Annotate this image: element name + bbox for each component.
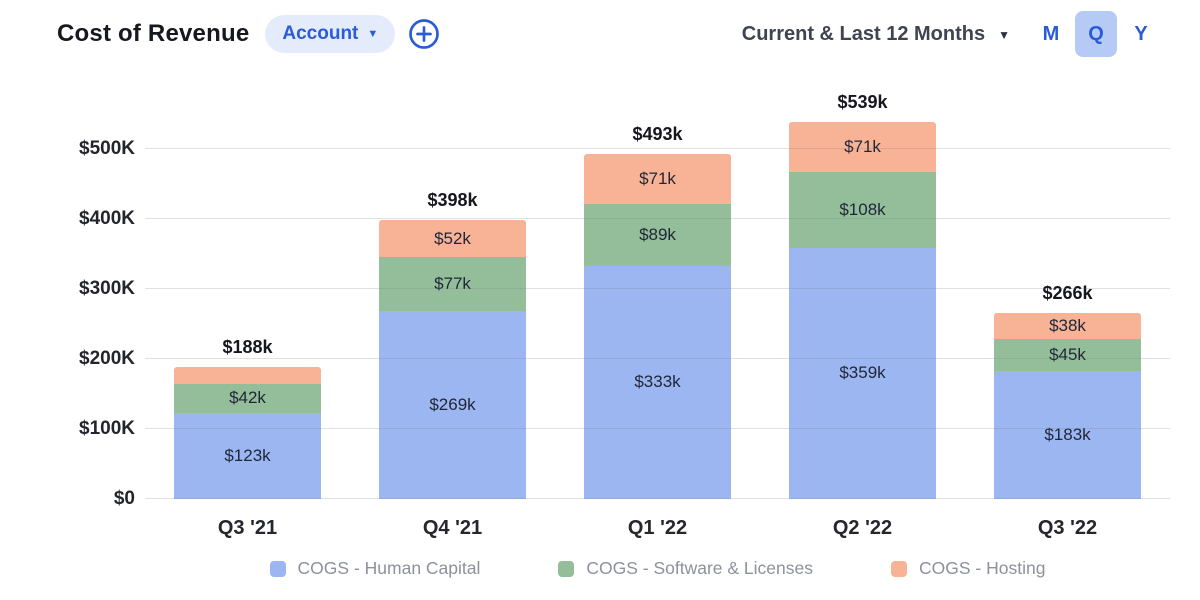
segment-value-label: $123k [224,445,271,465]
page-title: Cost of Revenue [57,20,250,47]
bar-segment[interactable]: $123k [174,412,321,499]
bar-segment[interactable]: $333k [584,265,731,499]
bar-q3-22: $183k $45k $38k $266k [994,283,1141,499]
legend-swatch-icon [269,560,286,577]
segment-value-label: $52k [434,228,471,248]
period-toggle-q[interactable]: Q [1075,11,1117,57]
segment-value-label: $108k [839,199,886,219]
bar-total-label: $398k [427,190,478,211]
segment-value-label: $77k [434,273,471,293]
date-range-label: Current & Last 12 Months [741,22,986,45]
segment-value-label: $333k [634,372,681,392]
chart-legend: COGS - Human Capital COGS - Software & Li… [145,558,1170,579]
add-button[interactable] [408,18,440,50]
segment-value-label: $71k [844,137,881,157]
y-axis-label: $100K [79,418,135,439]
legend-label: COGS - Human Capital [297,558,481,578]
chevron-down-icon: ▼ [367,27,379,40]
legend-label: COGS - Software & Licenses [586,558,814,578]
legend-swatch-icon [891,560,908,577]
period-toggle-y[interactable]: Y [1120,11,1162,57]
x-axis-label: Q3 '22 [1037,517,1098,539]
y-axis-label: $300K [79,278,135,299]
legend-item[interactable]: COGS - Hosting [891,558,1045,579]
y-axis-label: $200K [79,348,135,369]
segment-value-label: $269k [429,394,476,414]
period-toggle-m[interactable]: M [1030,11,1072,57]
bar-segment[interactable]: $71k [789,122,936,173]
segment-value-label: $183k [1044,424,1091,444]
bar-segment[interactable]: $71k [584,153,731,204]
bar-q3-21: $123k $42k $188k [174,337,321,499]
bar-q1-22: $333k $89k $71k $493k [584,124,731,499]
y-axis: $0 $100K $200K $300K $400K $500K [0,119,135,509]
bar-q2-22: $359k $108k $71k $539k [789,92,936,499]
bar-segment[interactable]: $108k [789,172,936,248]
bar-segment[interactable]: $183k [994,370,1141,499]
bar-segment[interactable]: $42k [174,383,321,413]
bar-segment[interactable]: $77k [379,256,526,311]
chevron-down-icon: ▼ [998,28,1010,42]
y-axis-label: $400K [79,208,135,229]
legend-swatch-icon [558,560,575,577]
bar-segment[interactable]: $269k [379,310,526,499]
gridline [145,148,1170,149]
bar-segment[interactable]: $38k [994,312,1141,340]
stacked-bar-chart: $123k $42k $188k Q3 '21 $269k $77k $52k $398k Q4… [145,92,1170,539]
bar-segment[interactable]: $45k [994,339,1141,371]
bar-total-label: $493k [632,123,683,144]
account-selector-label: Account [282,23,359,44]
bar-segment[interactable]: $52k [379,220,526,257]
x-axis-label: Q4 '21 [422,517,483,539]
bar-segment[interactable]: $359k [789,247,936,499]
segment-value-label: $42k [229,388,266,408]
plus-circle-icon [409,19,440,49]
bar-total-label: $539k [837,92,888,113]
x-axis-label: Q2 '22 [832,517,893,539]
widget-header: Cost of Revenue Account ▼ Current & Last… [57,11,1162,57]
segment-value-label: $38k [1049,316,1086,336]
legend-label: COGS - Hosting [919,558,1046,578]
legend-item[interactable]: COGS - Human Capital [269,558,481,579]
bar-q4-21: $269k $77k $52k $398k [379,190,526,499]
bar-segment[interactable] [174,367,321,384]
bar-total-label: $266k [1042,282,1093,303]
bar-segment[interactable]: $89k [584,203,731,266]
legend-item[interactable]: COGS - Software & Licenses [558,558,813,579]
segment-value-label: $45k [1049,345,1086,365]
segment-value-label: $71k [639,168,676,188]
segment-value-label: $359k [839,363,886,383]
x-axis-label: Q3 '21 [217,517,278,539]
x-axis-label: Q1 '22 [627,517,688,539]
y-axis-label: $0 [113,488,135,509]
account-selector[interactable]: Account ▼ [265,15,396,53]
bar-total-label: $188k [222,337,273,358]
y-axis-label: $500K [79,138,135,159]
segment-value-label: $89k [639,224,676,244]
date-range-selector[interactable]: Current & Last 12 Months ▼ [742,23,1010,46]
